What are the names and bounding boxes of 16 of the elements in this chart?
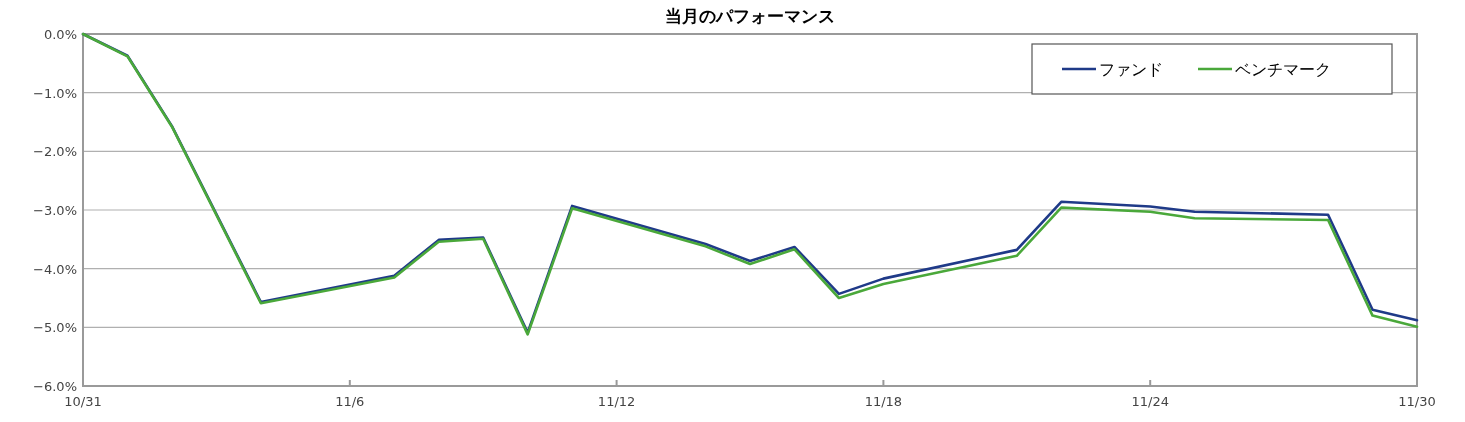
legend-label: ファンド [1099,60,1163,79]
y-tick-label: −6.0% [33,379,77,394]
x-tick-label: 11/6 [335,394,365,409]
y-tick-label: 0.0% [43,27,77,42]
legend-label: ベンチマーク [1235,60,1331,79]
y-tick-label: −4.0% [33,261,77,277]
y-tick-label: −2.0% [33,144,77,160]
y-tick-label: −1.0% [33,85,77,101]
chart-title: 当月のパフォーマンス [665,6,835,26]
x-tick-label: 11/24 [1131,394,1169,409]
x-tick-label: 11/12 [597,394,636,409]
x-tick-label: 11/18 [864,394,903,409]
x-tick-label: 10/31 [64,394,102,409]
y-tick-label: −3.0% [33,203,77,218]
x-tick-label: 11/30 [1398,394,1436,409]
y-tick-label: −5.0% [33,320,77,336]
